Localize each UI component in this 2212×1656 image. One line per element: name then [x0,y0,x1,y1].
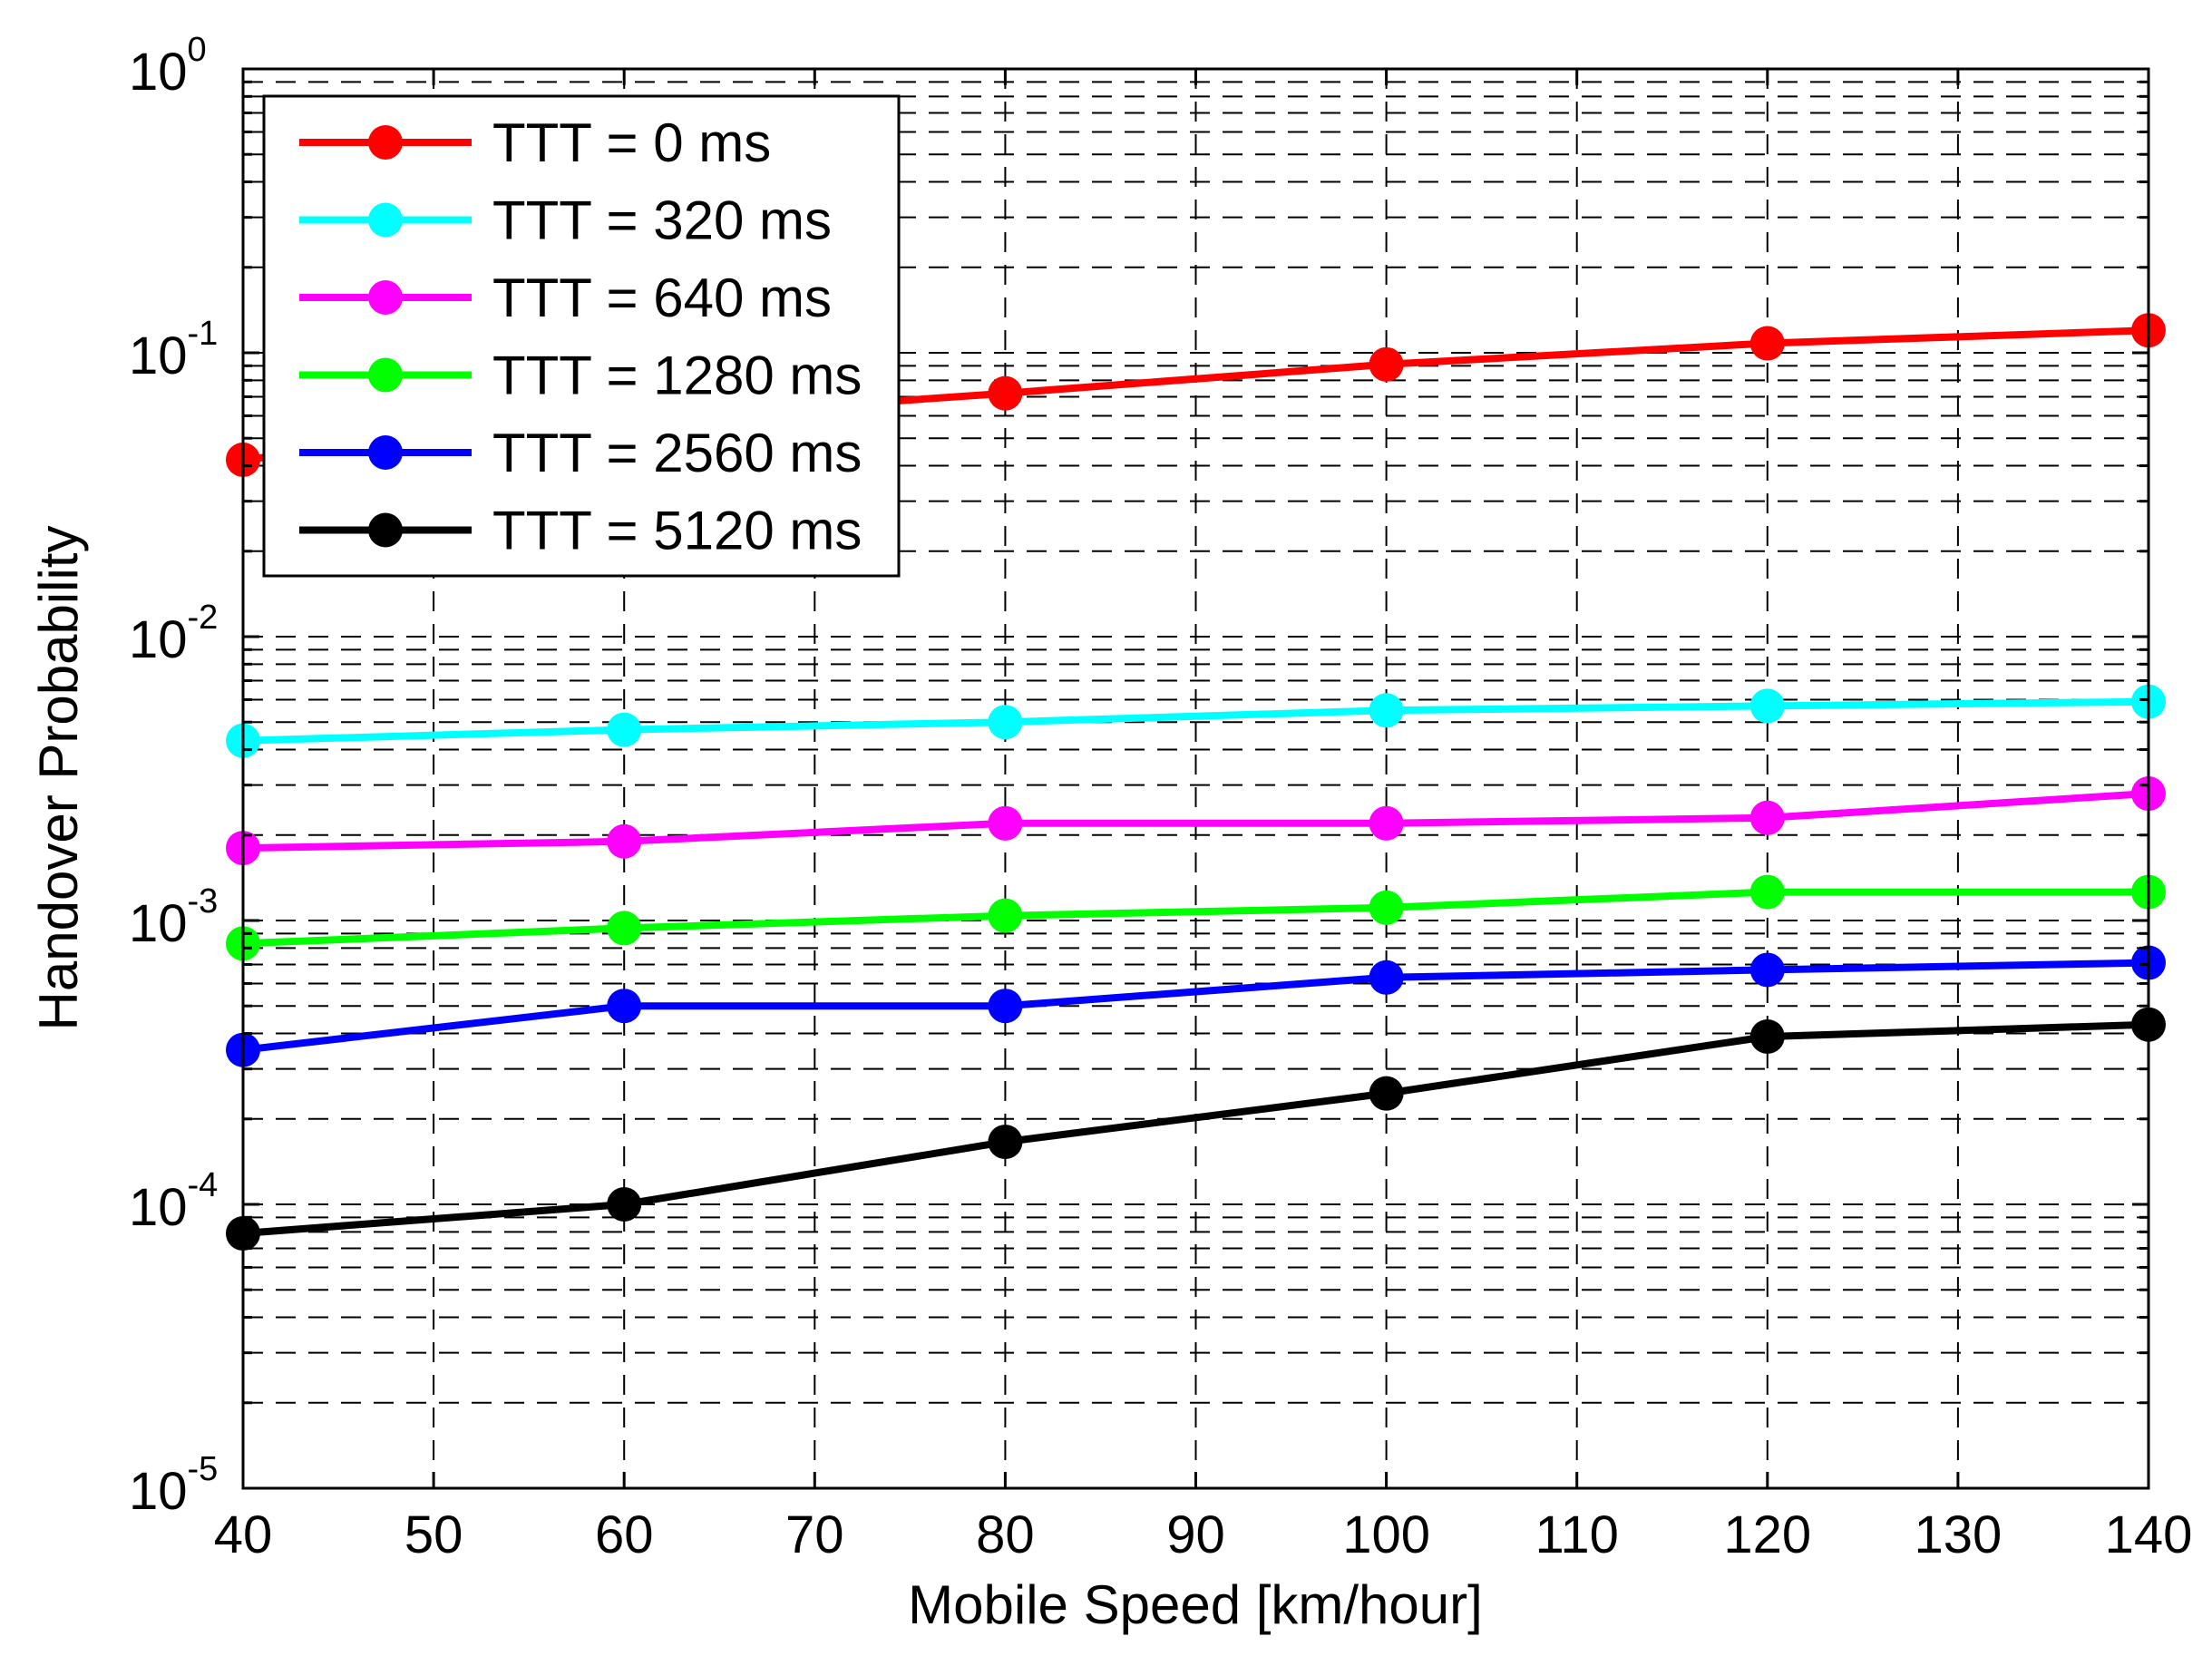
series-line [242,1020,2149,1237]
legend-label: TTT = 5120 ms [492,501,862,561]
data-point [607,911,642,946]
data-point [988,898,1023,933]
y-tick-label: 10-5 [129,1450,218,1521]
series-line [242,959,2149,1054]
y-tick-label: 10-3 [129,882,218,953]
x-tick-label: 80 [976,1505,1035,1564]
series-line [242,790,2149,852]
plot-series [226,313,2166,1252]
x-tick-label: 140 [2105,1505,2193,1564]
data-point [1749,688,1785,724]
x-tick-label: 70 [785,1505,844,1564]
x-tick-labels: 40 50 60 70 80 90 100 110 120 130 140 [214,1505,2193,1564]
y-axis-label: Handover Probability [28,526,89,1031]
legend-label: TTT = 0 ms [492,112,771,173]
data-point [1369,805,1404,841]
legend: TTT = 0 ms TTT = 320 ms TTT = 640 ms TTT = … [262,94,901,578]
grid [243,69,2149,1488]
x-tick-label: 120 [1723,1505,1811,1564]
data-point [1749,326,1785,361]
data-point [1749,1018,1785,1054]
axis-ticks [241,67,2150,1490]
x-tick-label: 40 [214,1505,273,1564]
data-point [1369,960,1404,995]
x-tick-label: 50 [404,1505,463,1564]
data-point [1749,874,1785,910]
x-tick-label: 130 [1915,1505,2002,1564]
x-tick-label: 60 [595,1505,654,1564]
legend-marker [368,125,403,160]
x-tick-label: 90 [1166,1505,1225,1564]
data-point [988,805,1023,841]
y-tick-label: 100 [129,31,207,102]
y-tick-label: 10-4 [129,1166,218,1237]
x-tick-label: 100 [1342,1505,1430,1564]
x-tick-label: 110 [1535,1505,1618,1564]
data-point [988,989,1023,1024]
legend-marker [368,357,403,393]
legend-marker [368,280,403,315]
data-point [1369,346,1404,382]
data-point [607,712,642,747]
data-point [607,989,642,1024]
data-point [988,1125,1023,1160]
x-axis-label: Mobile Speed [km/hour] [908,1574,1483,1635]
y-tick-label: 10-2 [129,599,218,669]
legend-marker [368,202,403,238]
y-tick-label: 10-1 [129,315,218,385]
data-point [1369,693,1404,728]
legend-label: TTT = 320 ms [492,190,832,251]
data-point [1749,800,1785,835]
data-point [607,823,642,859]
data-point [1369,1076,1404,1111]
legend-label: TTT = 1280 ms [492,346,862,406]
legend-label: TTT = 640 ms [492,268,832,328]
data-point [988,375,1023,411]
legend-label: TTT = 2560 ms [492,423,862,483]
legend-marker [368,512,403,548]
legend-marker [368,435,403,470]
data-point [988,705,1023,740]
data-point [1369,890,1404,925]
series-line [242,888,2149,948]
data-point [607,1187,642,1222]
data-point [1749,952,1785,988]
y-tick-labels: 100 10-1 10-2 10-3 10-4 10-5 [129,31,218,1521]
series-line [242,697,2149,745]
legend-box [262,94,901,578]
